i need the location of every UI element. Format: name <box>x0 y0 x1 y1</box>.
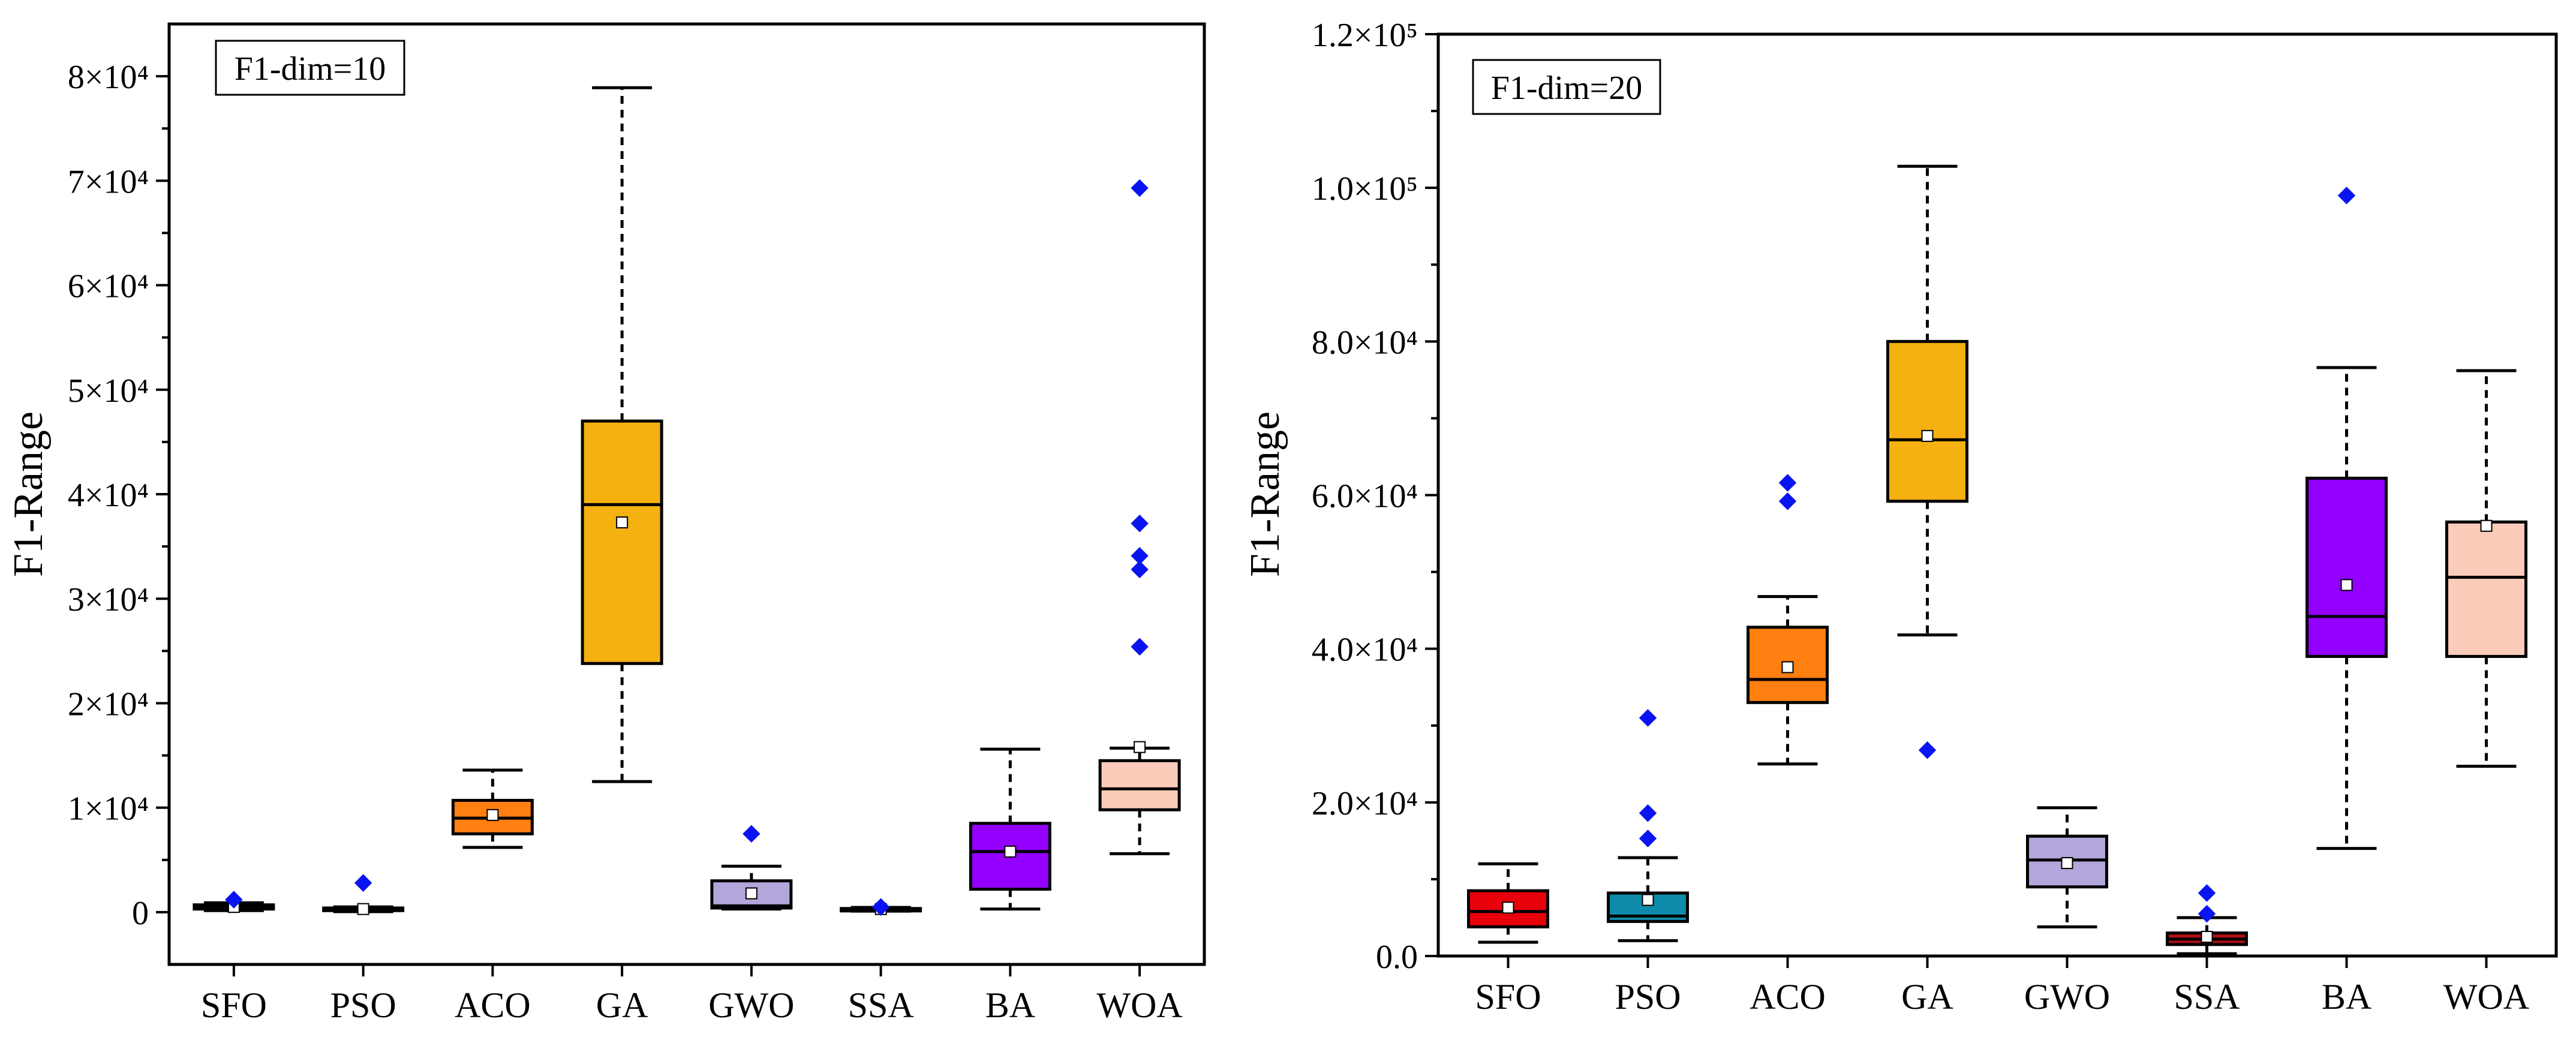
annotation-label: F1-dim=20 <box>1491 70 1643 107</box>
chart-panel-1: 0 1×10⁴ 2×10⁴ 3×10⁴ 4×10⁴ 5×10⁴ 6×10⁴ 7×10⁴ 8×10… <box>5 22 1206 1025</box>
mean-marker <box>357 903 369 915</box>
outlier-point <box>1639 804 1657 822</box>
mean-marker <box>2201 930 2213 943</box>
outlier-point <box>1918 741 1937 759</box>
x-tick-label: SFO <box>201 985 267 1025</box>
x-tick-label: BA <box>2322 977 2371 1017</box>
box-sfo <box>193 891 275 913</box>
outlier-point <box>1639 829 1657 847</box>
annotation-box <box>1472 59 1661 115</box>
y-tick-label: 0.0 <box>1376 939 1418 976</box>
x-tick-label: PSO <box>1615 977 1681 1017</box>
x-tick-label: WOA <box>2443 977 2529 1017</box>
outlier-point <box>1131 560 1149 579</box>
y-tick-label: 0 <box>132 895 149 932</box>
plot-frame <box>1436 32 2558 958</box>
iqr-box <box>2306 476 2388 658</box>
annotation-label: F1-dim=10 <box>235 50 386 88</box>
mean-marker <box>486 808 499 821</box>
mean-marker <box>2061 857 2073 870</box>
box-gwo <box>2026 806 2108 928</box>
x-tick-label: GWO <box>2024 977 2110 1017</box>
outlier-point <box>1131 515 1149 533</box>
y-tick-label: 1.0×10⁵ <box>1312 170 1418 208</box>
mean-marker <box>2340 579 2353 591</box>
x-tick-label: GA <box>1901 977 1953 1017</box>
y-tick-label: 3×10⁴ <box>68 581 149 618</box>
x-tick-label: SSA <box>2174 977 2240 1017</box>
box-aco <box>1747 474 1829 766</box>
y-tick-label: 4.0×10⁴ <box>1312 632 1418 669</box>
box-woa <box>1098 179 1181 855</box>
box-pso <box>1607 709 1689 942</box>
y-tick-label: 7×10⁴ <box>68 163 149 200</box>
x-tick-label: PSO <box>330 985 396 1025</box>
y-tick-label: 8.0×10⁴ <box>1312 324 1418 361</box>
mean-marker <box>1004 845 1017 858</box>
y-axis-label: F1-Range <box>5 411 52 577</box>
outlier-point <box>225 891 243 909</box>
x-tick-label: BA <box>985 985 1035 1025</box>
x-tick-label: WOA <box>1096 985 1182 1025</box>
x-tick-label: GWO <box>708 985 794 1025</box>
outlier-point <box>1778 474 1797 492</box>
outlier-point <box>743 825 761 843</box>
outlier-point <box>1639 709 1657 727</box>
annotation-box <box>215 40 405 96</box>
y-axis-label: F1-Range <box>1242 411 1288 577</box>
y-tick-label: 5×10⁴ <box>68 372 149 410</box>
outlier-point <box>2337 187 2356 205</box>
box-woa <box>2445 369 2527 768</box>
outlier-point <box>1778 492 1797 510</box>
box-ga <box>1886 164 1968 759</box>
mean-marker <box>1502 901 1514 914</box>
box-ga <box>581 86 663 783</box>
y-tick-label: 2×10⁴ <box>68 686 149 723</box>
y-tick-label: 6.0×10⁴ <box>1312 478 1418 515</box>
outlier-point <box>2198 904 2216 923</box>
x-tick-label: ACO <box>1750 977 1826 1017</box>
mean-marker <box>745 887 758 900</box>
box-ssa <box>2166 884 2248 955</box>
outlier-point <box>2198 884 2216 902</box>
mean-marker <box>1134 741 1146 753</box>
y-tick-label: 6×10⁴ <box>68 268 149 305</box>
box-gwo <box>710 825 793 911</box>
mean-marker <box>1781 661 1794 674</box>
outlier-point <box>1131 547 1149 565</box>
y-tick-label: 1×10⁴ <box>68 790 149 828</box>
x-tick-label: ACO <box>455 985 531 1025</box>
x-tick-label: SSA <box>848 985 914 1025</box>
mean-marker <box>2480 519 2493 532</box>
mean-marker <box>1921 429 1934 442</box>
outlier-point <box>1131 638 1149 656</box>
iqr-box <box>1098 759 1181 811</box>
y-tick-label: 2.0×10⁴ <box>1312 785 1418 822</box>
outlier-point <box>871 898 890 916</box>
iqr-box <box>581 419 663 665</box>
box-ba <box>2306 187 2388 850</box>
box-aco <box>451 768 534 849</box>
box-pso <box>322 874 405 915</box>
box-ssa <box>840 898 922 916</box>
x-tick-label: GA <box>596 985 648 1025</box>
iqr-box <box>1886 339 1968 503</box>
box-sfo <box>1467 862 1549 944</box>
iqr-box <box>2445 520 2527 658</box>
mean-marker <box>616 516 629 529</box>
box-ba <box>969 747 1051 911</box>
mean-marker <box>1642 894 1654 906</box>
x-tick-label: SFO <box>1475 977 1541 1017</box>
outlier-point <box>354 874 372 892</box>
outlier-point <box>1131 179 1149 197</box>
chart-panel-2: 0.0 2.0×10⁴ 4.0×10⁴ 6.0×10⁴ 8.0×10⁴ 1.0×10⁵ 1.… <box>1242 17 2558 1017</box>
y-tick-label: 1.2×10⁵ <box>1312 17 1418 54</box>
y-tick-label: 8×10⁴ <box>68 59 149 96</box>
y-tick-label: 4×10⁴ <box>68 477 149 514</box>
